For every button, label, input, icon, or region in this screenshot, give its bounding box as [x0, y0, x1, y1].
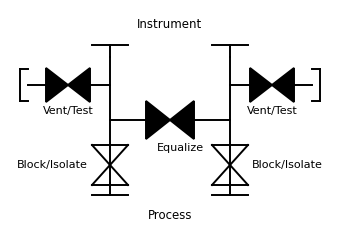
Text: Vent/Test: Vent/Test [42, 106, 94, 116]
Text: Block/Isolate: Block/Isolate [17, 160, 88, 170]
Text: Process: Process [148, 209, 192, 222]
Text: Equalize: Equalize [156, 143, 204, 153]
Polygon shape [170, 101, 194, 139]
Polygon shape [250, 68, 272, 102]
Polygon shape [272, 68, 294, 102]
Polygon shape [146, 101, 170, 139]
Polygon shape [68, 68, 90, 102]
Text: Instrument: Instrument [137, 18, 203, 31]
Text: Vent/Test: Vent/Test [246, 106, 298, 116]
Polygon shape [46, 68, 68, 102]
Text: Block/Isolate: Block/Isolate [252, 160, 323, 170]
